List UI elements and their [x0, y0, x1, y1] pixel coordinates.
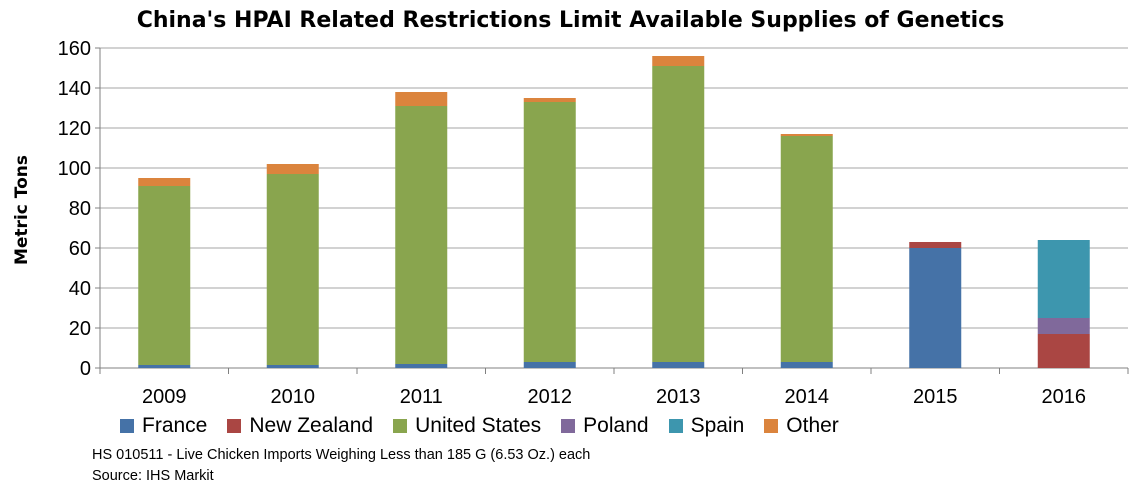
x-tick-label: 2015 — [913, 386, 958, 408]
legend-item-other: Other — [764, 414, 839, 438]
tick-labels: 0 20 40 60 80 100 120 140 160 2009 2010 2011 2012 201… — [58, 38, 1086, 408]
x-tick-label: 2009 — [142, 386, 187, 408]
x-tick-label: 2011 — [400, 386, 443, 408]
bar-segment-other-2011 — [395, 92, 448, 106]
bar-segment-poland-2016 — [1037, 318, 1090, 334]
bar-segment-france-2015 — [909, 248, 962, 368]
y-tick-label: 60 — [69, 238, 91, 260]
bar-segment-france-2011 — [395, 364, 448, 368]
bar-segment-united-states-2013 — [652, 66, 705, 362]
legend-label: France — [142, 414, 208, 437]
x-tick-label: 2016 — [1042, 386, 1087, 408]
bar-segment-new-zealand-2015 — [909, 242, 962, 248]
x-tick-label: 2014 — [785, 386, 830, 408]
bar-segment-france-2012 — [523, 362, 576, 368]
bar-segment-france-2009 — [138, 365, 191, 368]
stacked-bar-chart: 0 20 40 60 80 100 120 140 160 2009 2010 2011 2012 201… — [12, 38, 1129, 408]
footnote: HS 010511 - Live Chicken Imports Weighin… — [92, 447, 591, 463]
bar-segment-united-states-2012 — [523, 102, 576, 362]
bar-segment-other-2014 — [780, 134, 833, 136]
legend-label: Other — [786, 414, 839, 437]
legend-swatch — [668, 419, 683, 433]
legend-item-france: France — [120, 414, 207, 438]
bar-segment-spain-2016 — [1037, 240, 1090, 318]
bar-segment-other-2013 — [652, 56, 705, 66]
bar-segment-new-zealand-2016 — [1037, 334, 1090, 368]
y-tick-label: 160 — [58, 38, 91, 60]
x-tick-label: 2013 — [656, 386, 701, 408]
chart-title: China's HPAI Related Restrictions Limit … — [136, 8, 1005, 33]
bar-segment-france-2010 — [266, 365, 319, 368]
y-tick-label: 120 — [58, 118, 91, 140]
legend-item-spain: Spain — [668, 414, 745, 438]
y-tick-label: 100 — [58, 158, 91, 180]
bars — [138, 56, 1090, 368]
legend-swatch — [393, 419, 408, 433]
y-tick-label: 40 — [69, 278, 91, 300]
legend-label: Poland — [583, 414, 649, 437]
bar-segment-other-2009 — [138, 178, 191, 186]
bar-segment-united-states-2009 — [138, 186, 191, 365]
bar-segment-other-2012 — [523, 98, 576, 102]
y-tick-label: 80 — [69, 198, 91, 220]
gridlines — [100, 47, 1128, 329]
legend-label: United States — [415, 414, 542, 437]
legend-swatch — [227, 419, 242, 433]
legend-item-united-states: United States — [393, 414, 541, 438]
legend-swatch — [764, 419, 779, 433]
legend-label: Spain — [690, 414, 745, 437]
source-note: Source: IHS Markit — [92, 468, 214, 484]
y-tick-label: 20 — [69, 318, 91, 340]
y-tick-label: 140 — [58, 78, 91, 100]
x-tick-label: 2012 — [528, 386, 573, 408]
axes — [95, 47, 1129, 374]
bar-segment-united-states-2011 — [395, 106, 448, 364]
y-tick-label: 0 — [80, 358, 91, 380]
bar-segment-france-2013 — [652, 362, 705, 368]
x-tick-label: 2010 — [271, 386, 316, 408]
legend: France New Zealand United States Poland Spai… — [120, 414, 859, 438]
bar-segment-united-states-2010 — [266, 174, 319, 365]
legend-swatch — [561, 419, 576, 433]
legend-item-poland: Poland — [561, 414, 649, 438]
y-axis-label: Metric Tons — [12, 155, 32, 265]
legend-label: New Zealand — [249, 414, 374, 437]
bar-segment-united-states-2014 — [780, 136, 833, 362]
legend-item-new-zealand: New Zealand — [227, 414, 373, 438]
legend-swatch — [120, 419, 134, 433]
bar-segment-other-2010 — [266, 164, 319, 174]
bar-segment-france-2014 — [780, 362, 833, 368]
